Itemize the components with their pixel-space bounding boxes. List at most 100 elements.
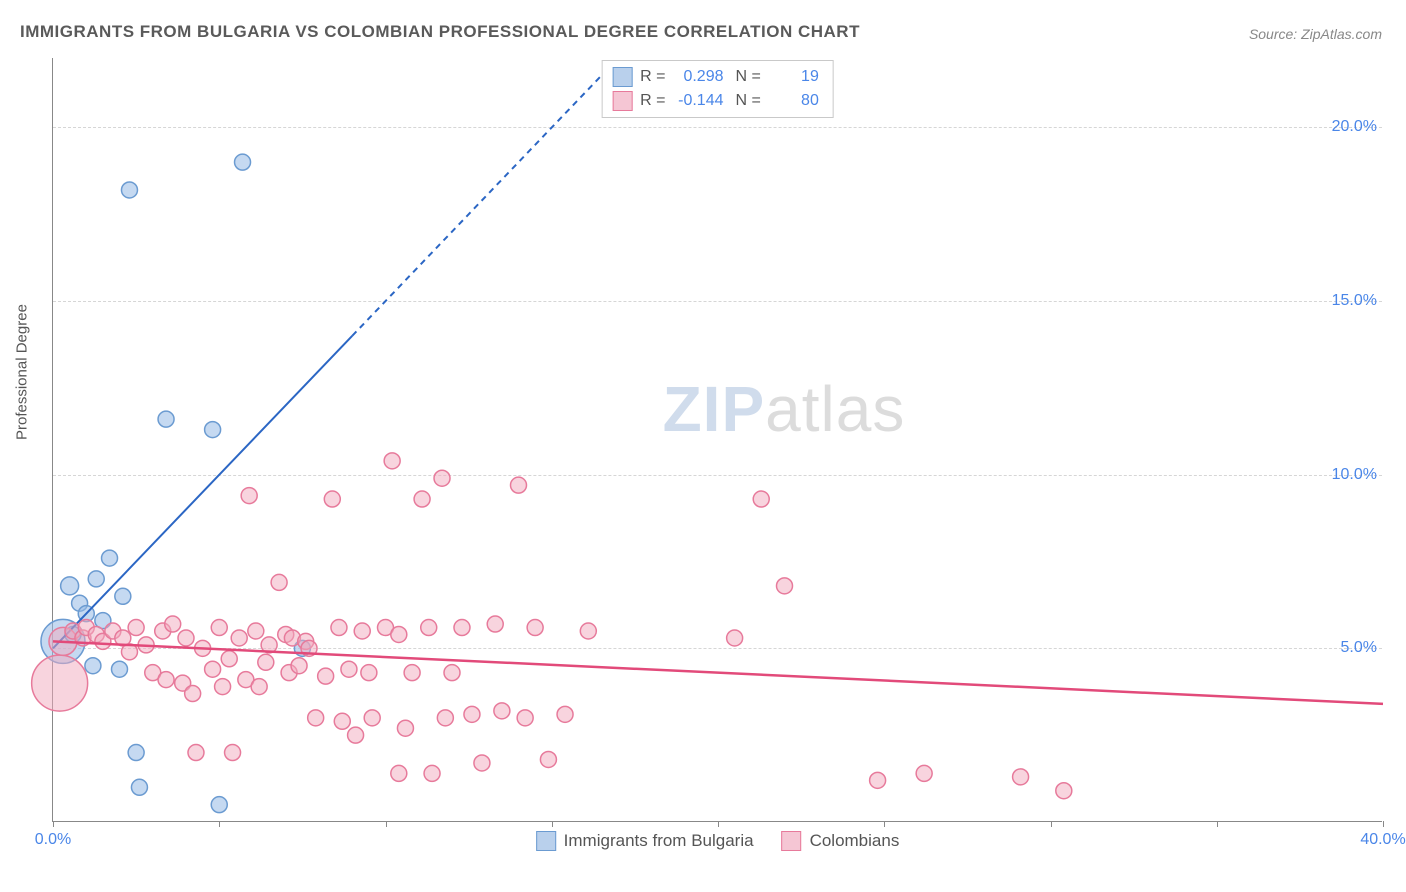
legend-r-value-1: -0.144 bbox=[674, 89, 728, 113]
x-tick-mark bbox=[1217, 821, 1218, 827]
data-point bbox=[580, 623, 596, 639]
data-point bbox=[188, 745, 204, 761]
legend-swatch-0 bbox=[612, 67, 632, 87]
series-legend-item-0: Immigrants from Bulgaria bbox=[536, 831, 754, 851]
series-swatch-1 bbox=[782, 831, 802, 851]
correlation-legend: R = 0.298 N = 19 R = -0.144 N = 80 bbox=[601, 60, 834, 118]
data-point bbox=[318, 668, 334, 684]
data-point bbox=[1013, 769, 1029, 785]
data-point bbox=[258, 654, 274, 670]
x-tick-mark bbox=[718, 821, 719, 827]
data-point bbox=[527, 620, 543, 636]
data-point bbox=[128, 620, 144, 636]
data-point bbox=[421, 620, 437, 636]
data-point bbox=[361, 665, 377, 681]
data-point bbox=[241, 488, 257, 504]
legend-swatch-1 bbox=[612, 91, 632, 111]
data-point bbox=[128, 745, 144, 761]
data-point bbox=[1056, 783, 1072, 799]
legend-n-value-0: 19 bbox=[769, 65, 823, 89]
data-point bbox=[102, 550, 118, 566]
x-tick-mark bbox=[552, 821, 553, 827]
legend-n-label: N = bbox=[736, 89, 761, 113]
data-point bbox=[474, 755, 490, 771]
data-point bbox=[777, 578, 793, 594]
data-point bbox=[251, 679, 267, 695]
data-point bbox=[397, 720, 413, 736]
data-point bbox=[364, 710, 380, 726]
data-point bbox=[444, 665, 460, 681]
data-point bbox=[424, 765, 440, 781]
plot-area: ZIPatlas 5.0%10.0%15.0%20.0% 0.0%40.0% R… bbox=[52, 58, 1382, 822]
x-tick-label: 0.0% bbox=[35, 831, 71, 849]
legend-r-label: R = bbox=[640, 65, 665, 89]
data-point bbox=[211, 797, 227, 813]
legend-n-value-1: 80 bbox=[769, 89, 823, 113]
plot-svg bbox=[53, 58, 1382, 821]
data-point bbox=[225, 745, 241, 761]
data-point bbox=[916, 765, 932, 781]
data-point bbox=[753, 491, 769, 507]
legend-r-value-0: 0.298 bbox=[674, 65, 728, 89]
data-point bbox=[331, 620, 347, 636]
series-legend: Immigrants from Bulgaria Colombians bbox=[536, 831, 900, 851]
legend-r-label: R = bbox=[640, 89, 665, 113]
data-point bbox=[121, 182, 137, 198]
data-point bbox=[391, 765, 407, 781]
data-point bbox=[271, 574, 287, 590]
trend-line-dashed bbox=[352, 58, 618, 336]
series-legend-item-1: Colombians bbox=[782, 831, 900, 851]
data-point bbox=[291, 658, 307, 674]
trend-line bbox=[53, 641, 1383, 704]
data-point bbox=[334, 713, 350, 729]
x-tick-mark bbox=[1383, 821, 1384, 827]
data-point bbox=[517, 710, 533, 726]
data-point bbox=[248, 623, 264, 639]
data-point bbox=[205, 422, 221, 438]
data-point bbox=[158, 672, 174, 688]
data-point bbox=[414, 491, 430, 507]
trend-line-solid bbox=[53, 336, 352, 649]
data-point bbox=[61, 577, 79, 595]
data-point bbox=[434, 470, 450, 486]
data-point bbox=[464, 706, 480, 722]
chart-title: IMMIGRANTS FROM BULGARIA VS COLOMBIAN PR… bbox=[20, 22, 860, 42]
data-point bbox=[205, 661, 221, 677]
data-point bbox=[215, 679, 231, 695]
legend-row-1: R = -0.144 N = 80 bbox=[612, 89, 823, 113]
data-point bbox=[324, 491, 340, 507]
data-point bbox=[178, 630, 194, 646]
data-point bbox=[487, 616, 503, 632]
data-point bbox=[85, 658, 101, 674]
data-point bbox=[870, 772, 886, 788]
data-point bbox=[384, 453, 400, 469]
x-tick-mark bbox=[53, 821, 54, 827]
data-point bbox=[221, 651, 237, 667]
data-point bbox=[540, 751, 556, 767]
data-point bbox=[391, 626, 407, 642]
data-point bbox=[165, 616, 181, 632]
data-point bbox=[88, 571, 104, 587]
x-tick-mark bbox=[1051, 821, 1052, 827]
data-point bbox=[115, 588, 131, 604]
data-point bbox=[185, 686, 201, 702]
data-point bbox=[32, 655, 88, 711]
x-tick-mark bbox=[219, 821, 220, 827]
x-tick-mark bbox=[386, 821, 387, 827]
data-point bbox=[557, 706, 573, 722]
data-point bbox=[131, 779, 147, 795]
data-point bbox=[511, 477, 527, 493]
data-point bbox=[494, 703, 510, 719]
series-name-1: Colombians bbox=[810, 831, 900, 851]
data-point bbox=[211, 620, 227, 636]
legend-row-0: R = 0.298 N = 19 bbox=[612, 65, 823, 89]
y-axis-label: Professional Degree bbox=[14, 304, 31, 440]
data-point bbox=[727, 630, 743, 646]
data-point bbox=[348, 727, 364, 743]
data-point bbox=[308, 710, 324, 726]
data-point bbox=[235, 154, 251, 170]
source-label: Source: ZipAtlas.com bbox=[1249, 26, 1382, 42]
series-swatch-0 bbox=[536, 831, 556, 851]
data-point bbox=[112, 661, 128, 677]
data-point bbox=[341, 661, 357, 677]
